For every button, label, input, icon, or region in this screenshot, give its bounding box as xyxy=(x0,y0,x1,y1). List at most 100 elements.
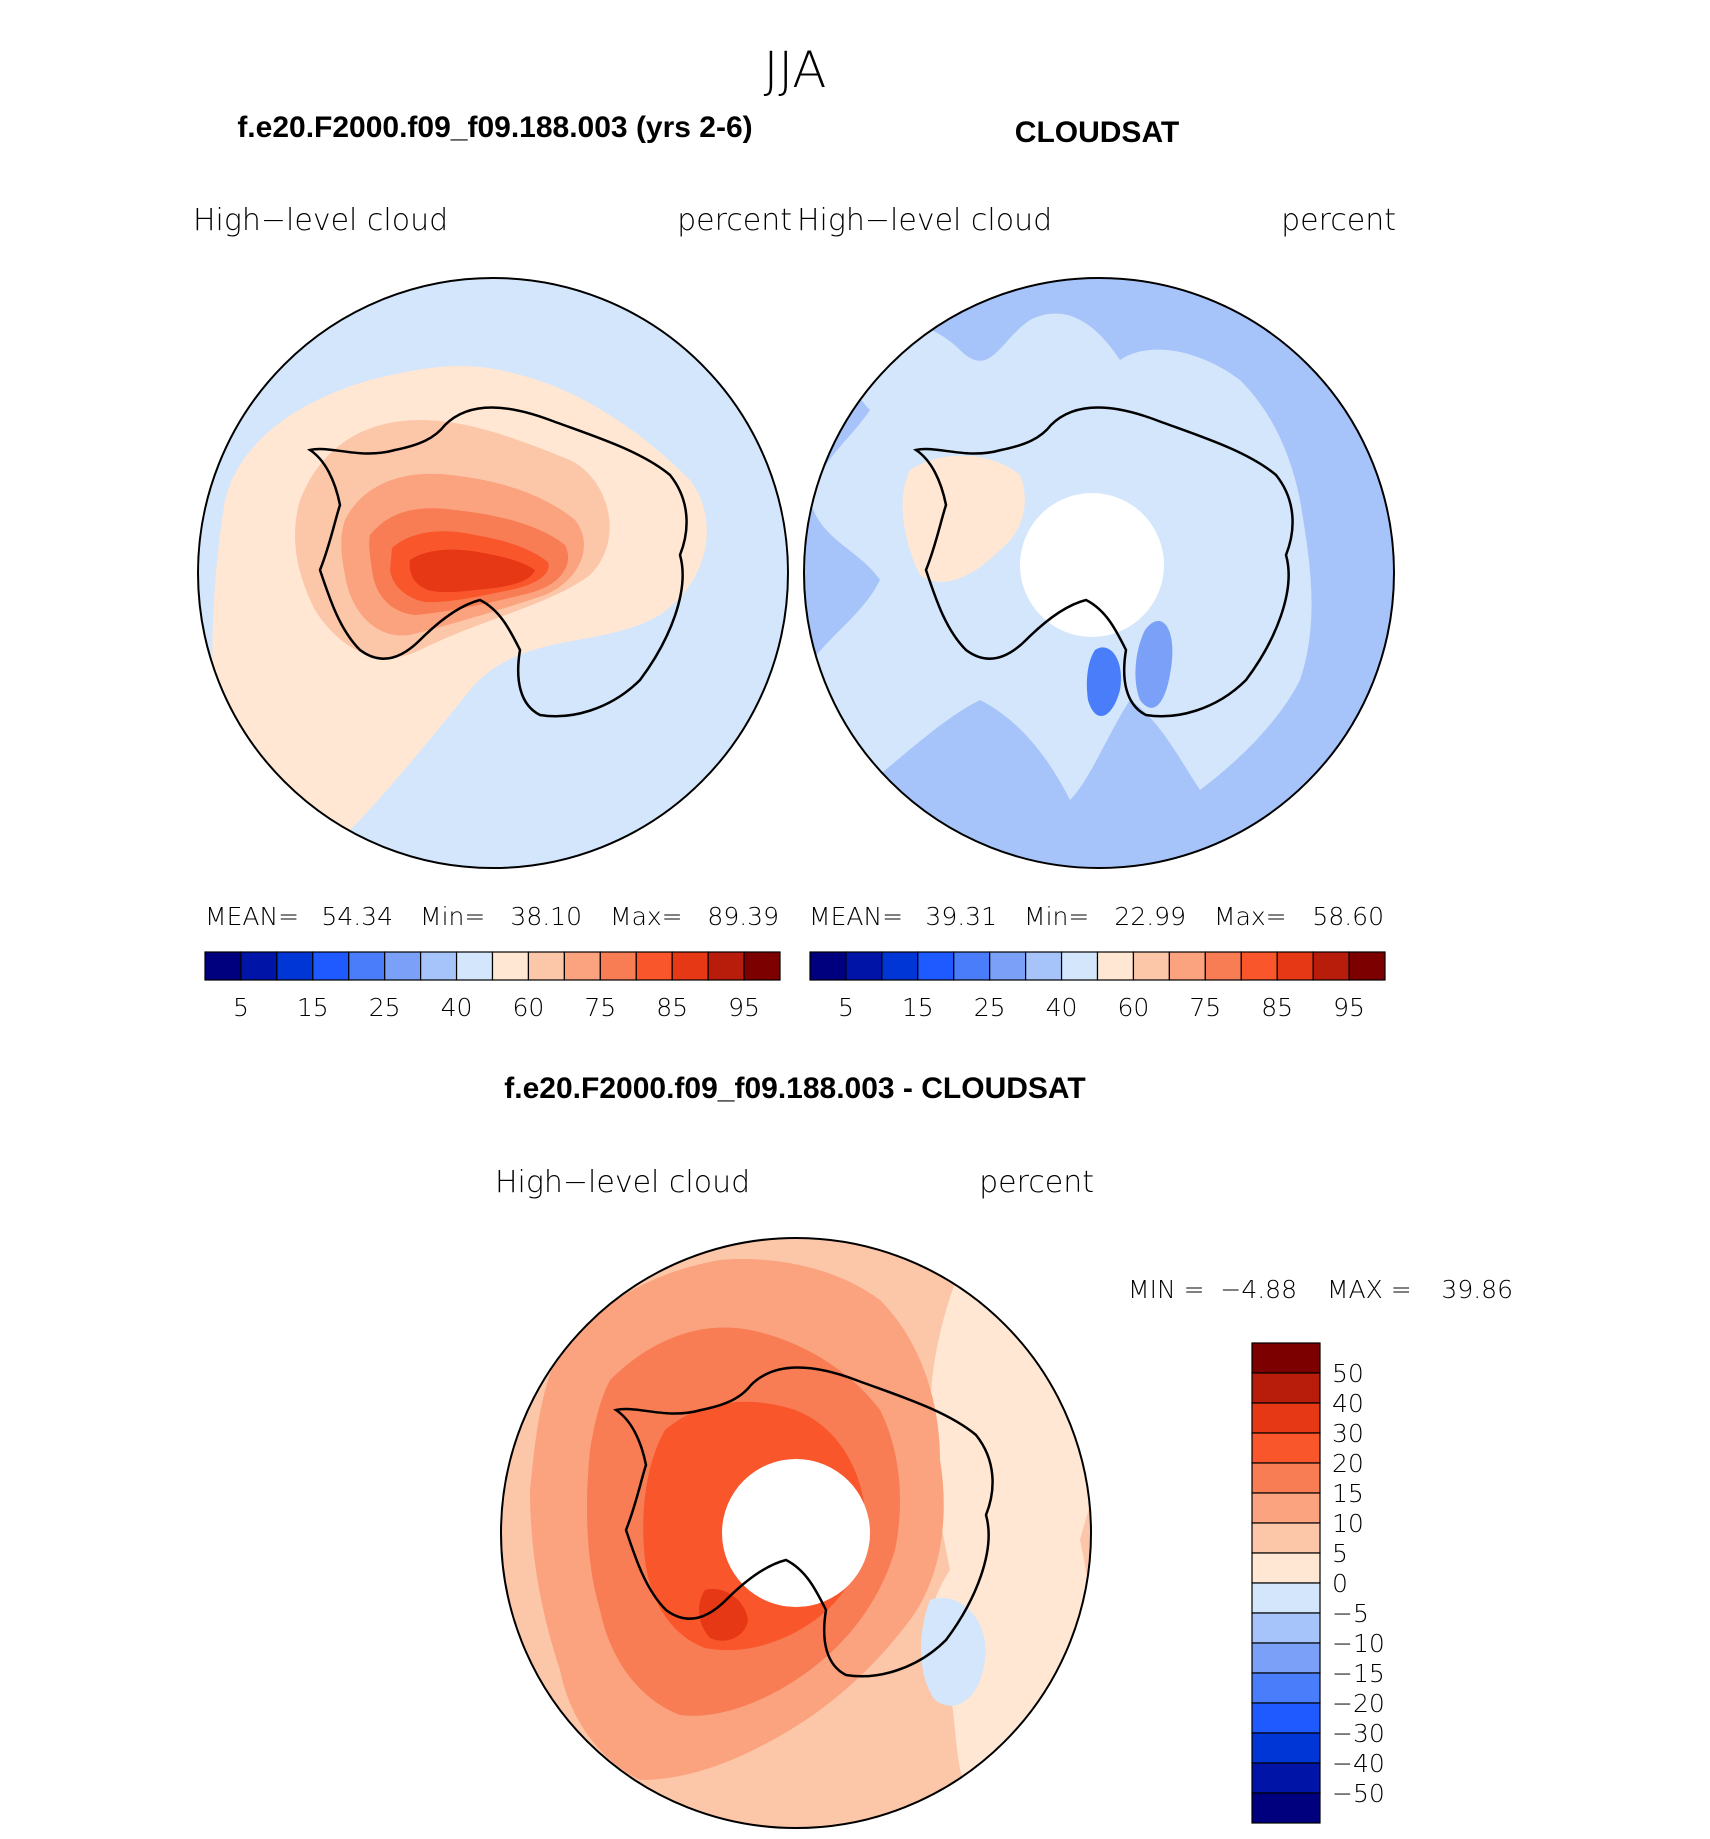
obs-colorbar-swatch xyxy=(1060,951,1099,981)
obs-colorbar-tick-label: 25 xyxy=(974,993,1006,1022)
model-colorbar-swatch xyxy=(671,951,709,981)
obs-colorbar-tick-label: 15 xyxy=(902,993,934,1022)
obs-colorbar: 5 15 25 40 60 75 85 95 xyxy=(809,951,1386,1022)
model-colorbar-tick-label: 75 xyxy=(584,993,616,1022)
diff-coastline xyxy=(612,1366,994,1678)
model-colorbar-tick-label: 60 xyxy=(513,993,545,1022)
obs-colorbar-tick-label: 40 xyxy=(1046,993,1078,1022)
obs-colorbar-swatch xyxy=(1276,951,1314,981)
obs-units-label: percent xyxy=(1281,203,1396,238)
diff-colorbar-tick-label: −40 xyxy=(1332,1749,1385,1778)
model-colorbar-swatch xyxy=(527,951,565,981)
model-min-label: Min= xyxy=(420,902,485,931)
obs-colorbar-swatch xyxy=(1348,951,1386,981)
model-colorbar-swatch xyxy=(348,951,386,981)
obs-colorbar-tick-label: 95 xyxy=(1333,993,1365,1022)
diff-max-value: 39.86 xyxy=(1441,1275,1513,1304)
model-max-value: 89.39 xyxy=(707,902,779,931)
diff-colorbar-swatch xyxy=(1251,1492,1321,1524)
diff-colorbar-swatch xyxy=(1251,1672,1321,1704)
model-mean-value: 54.34 xyxy=(321,902,393,931)
diff-colorbar-tick-label: −20 xyxy=(1332,1689,1385,1718)
obs-min-label: Min= xyxy=(1024,902,1089,931)
model-units-label: percent xyxy=(677,203,792,238)
obs-colorbar-swatch xyxy=(881,951,919,981)
diff-case-title: f.e20.F2000.f09_f09.188.003 - CLOUDSAT xyxy=(504,1072,1085,1105)
obs-mean-value: 39.31 xyxy=(925,902,997,931)
diff-colorbar-tick-label: 10 xyxy=(1332,1509,1364,1538)
diff-colorbar-swatch xyxy=(1251,1552,1321,1584)
obs-stats: MEAN= 39.31 Min= 22.99 Max= 58.60 xyxy=(809,902,1384,931)
model-map xyxy=(197,277,789,869)
model-coastline xyxy=(306,406,688,718)
model-colorbar-swatch xyxy=(455,951,494,981)
obs-field-contour-25 xyxy=(1135,621,1173,708)
diff-colorbar-swatch xyxy=(1251,1522,1321,1554)
obs-field-contour-15 xyxy=(1086,647,1121,717)
diff-colorbar-tick-label: −5 xyxy=(1332,1599,1369,1628)
diff-colorbar-swatch xyxy=(1251,1432,1321,1464)
model-colorbar-swatch xyxy=(420,951,458,981)
model-colorbar-swatch xyxy=(312,951,350,981)
model-colorbar-swatch xyxy=(707,951,745,981)
model-colorbar-swatch xyxy=(491,951,530,981)
diff-colorbar-swatch xyxy=(1251,1372,1321,1404)
model-colorbar-tick-label: 40 xyxy=(441,993,473,1022)
obs-variable-label: High−level cloud xyxy=(797,203,1052,238)
diff-colorbar-swatch xyxy=(1251,1732,1321,1764)
diff-units-label: percent xyxy=(979,1165,1094,1200)
obs-colorbar-swatch xyxy=(1025,951,1063,981)
obs-colorbar-swatch xyxy=(1312,951,1350,981)
model-colorbar-swatch xyxy=(743,951,781,981)
diff-field-contour-0 xyxy=(929,1270,1091,1800)
model-variable-label: High−level cloud xyxy=(193,203,448,238)
obs-colorbar-tick-label: 75 xyxy=(1189,993,1221,1022)
obs-colorbar-swatch xyxy=(809,951,847,981)
diff-colorbar-tick-label: 40 xyxy=(1332,1389,1364,1418)
model-colorbar-swatch xyxy=(204,951,242,981)
diff-colorbar-swatch xyxy=(1251,1702,1321,1734)
diff-field-contour-neg5 xyxy=(920,1598,986,1706)
model-colorbar-tick-label: 85 xyxy=(656,993,688,1022)
diff-min-value: −4.88 xyxy=(1220,1275,1297,1304)
model-colorbar-tick-label: 95 xyxy=(728,993,760,1022)
diff-colorbar-swatch xyxy=(1251,1762,1321,1794)
obs-coastline xyxy=(912,406,1294,718)
diff-colorbar-swatch xyxy=(1251,1792,1321,1824)
obs-colorbar-tick-label: 85 xyxy=(1261,993,1293,1022)
obs-colorbar-tick-label: 60 xyxy=(1118,993,1150,1022)
model-colorbar: 5 15 25 40 60 75 85 95 xyxy=(204,951,781,1022)
obs-min-value: 22.99 xyxy=(1114,902,1186,931)
diff-colorbar-tick-label: 0 xyxy=(1332,1569,1348,1598)
diff-colorbar-tick-label: 30 xyxy=(1332,1419,1364,1448)
obs-case-title: CLOUDSAT xyxy=(1015,116,1179,149)
obs-mean-label: MEAN= xyxy=(809,902,903,931)
diff-colorbar-tick-label: −30 xyxy=(1332,1719,1385,1748)
diff-colorbar-swatch xyxy=(1251,1582,1321,1614)
diff-map xyxy=(500,1237,1092,1829)
obs-colorbar-swatch xyxy=(917,951,955,981)
diff-colorbar-swatch xyxy=(1251,1402,1321,1434)
obs-colorbar-swatch xyxy=(1132,951,1170,981)
diff-max-label: MAX = xyxy=(1327,1275,1412,1304)
diff-stats: MIN = −4.88 MAX = 39.86 xyxy=(1128,1275,1513,1304)
diff-colorbar-tick-label: −50 xyxy=(1332,1779,1385,1808)
model-mean-label: MEAN= xyxy=(205,902,299,931)
obs-colorbar-tick-label: 5 xyxy=(838,993,854,1022)
diff-colorbar-tick-label: 50 xyxy=(1332,1359,1364,1388)
diff-colorbar-tick-label: −15 xyxy=(1332,1659,1385,1688)
diff-field-contour-30 xyxy=(698,1589,748,1641)
obs-colorbar-swatch xyxy=(989,951,1027,981)
model-colorbar-swatch xyxy=(276,951,314,981)
model-colorbar-tick-label: 15 xyxy=(297,993,329,1022)
obs-colorbar-swatch xyxy=(845,951,883,981)
obs-map-border xyxy=(803,277,1395,869)
obs-colorbar-swatch xyxy=(1096,951,1135,981)
model-colorbar-swatch xyxy=(240,951,278,981)
diff-colorbar-tick-label: 15 xyxy=(1332,1479,1364,1508)
obs-max-label: Max= xyxy=(1214,902,1287,931)
model-colorbar-swatch xyxy=(599,951,637,981)
diff-colorbar-tick-label: −10 xyxy=(1332,1629,1385,1658)
model-map-border xyxy=(197,277,789,869)
